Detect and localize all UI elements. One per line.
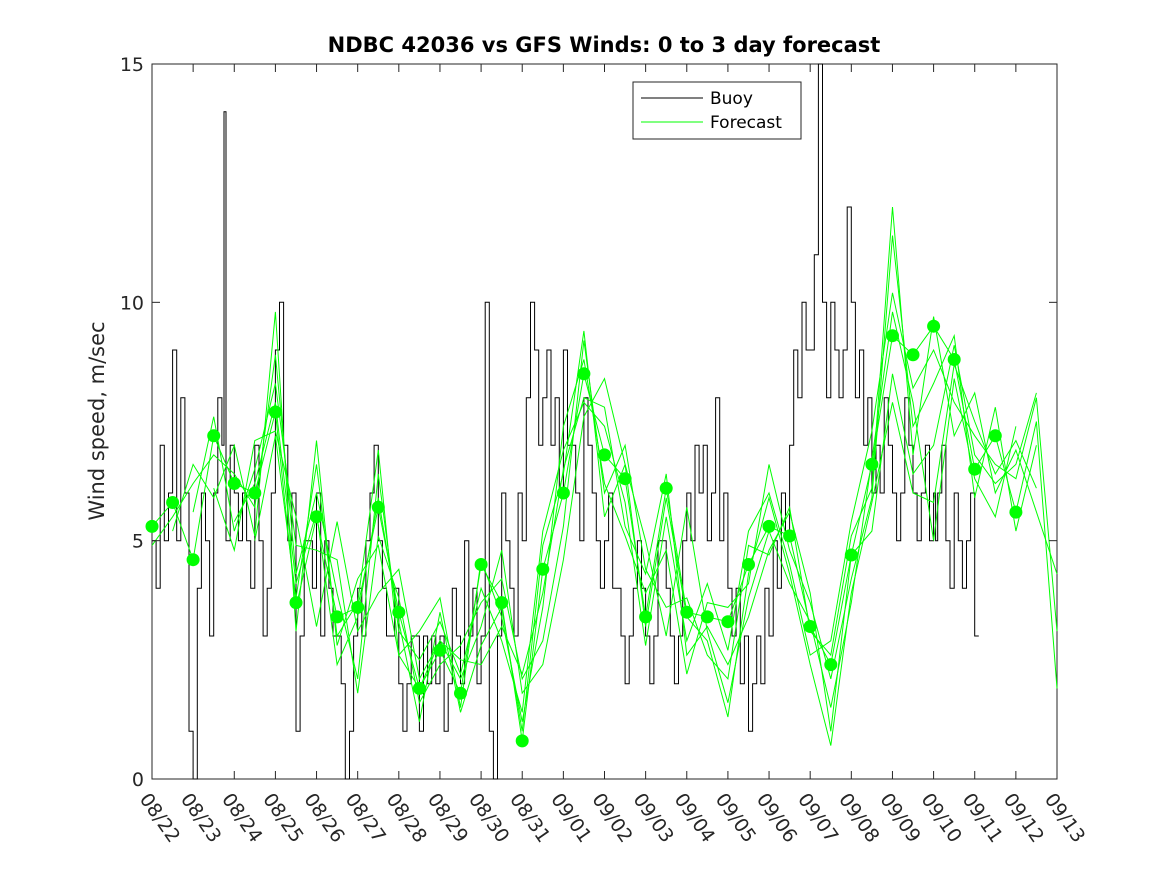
forecast-marker-0 bbox=[145, 519, 159, 533]
forecast-marker-23 bbox=[618, 472, 632, 486]
forecast-line-2 bbox=[172, 235, 1037, 722]
forecast-marker-13 bbox=[412, 681, 426, 695]
forecast-marker-30 bbox=[762, 519, 776, 533]
forecast-marker-28 bbox=[721, 615, 735, 629]
forecast-marker-22 bbox=[598, 448, 611, 462]
plot-area bbox=[151, 63, 1058, 780]
forecast-marker-37 bbox=[906, 348, 920, 362]
forecast-line-5 bbox=[233, 330, 1037, 746]
y-tick-label-0: 0 bbox=[132, 769, 144, 791]
forecast-marker-40 bbox=[968, 462, 982, 476]
legend-box bbox=[632, 81, 802, 140]
forecast-line-4 bbox=[213, 311, 1017, 708]
forecast-line-6 bbox=[254, 345, 1037, 732]
forecast-marker-18 bbox=[515, 734, 529, 748]
forecast-marker-21 bbox=[577, 367, 591, 381]
forecast-marker-15 bbox=[454, 686, 467, 700]
forecast-marker-8 bbox=[310, 510, 323, 524]
forecast-marker-27 bbox=[700, 610, 714, 624]
forecast-marker-19 bbox=[536, 562, 550, 576]
forecast-marker-34 bbox=[844, 548, 858, 562]
forecast-marker-9 bbox=[330, 610, 344, 624]
forecast-marker-26 bbox=[680, 605, 694, 619]
forecast-marker-5 bbox=[248, 486, 262, 500]
forecast-marker-10 bbox=[351, 600, 365, 614]
forecast-marker-36 bbox=[886, 329, 899, 343]
legend: Buoy Forecast bbox=[632, 81, 802, 140]
forecast-marker-32 bbox=[803, 620, 817, 633]
forecast-marker-7 bbox=[289, 596, 303, 610]
forecast-marker-1 bbox=[166, 496, 180, 509]
forecast-marker-6 bbox=[268, 405, 282, 419]
chart-title: NDBC 42036 vs GFS Winds: 0 to 3 day fore… bbox=[328, 33, 881, 57]
forecast-marker-24 bbox=[639, 610, 653, 624]
forecast-marker-16 bbox=[474, 558, 488, 571]
forecast-marker-41 bbox=[988, 429, 1002, 443]
forecast-marker-20 bbox=[556, 486, 570, 500]
forecast-marker-2 bbox=[186, 553, 200, 567]
y-axis-label: Wind speed, m/sec bbox=[85, 321, 109, 520]
forecast-marker-11 bbox=[371, 500, 385, 514]
y-tick-label-2: 10 bbox=[120, 292, 144, 314]
forecast-marker-12 bbox=[392, 605, 406, 619]
y-tick-label-1: 5 bbox=[132, 531, 144, 553]
forecast-marker-4 bbox=[227, 477, 241, 490]
forecast-marker-3 bbox=[207, 429, 221, 443]
forecast-marker-38 bbox=[927, 319, 941, 333]
forecast-marker-25 bbox=[659, 481, 673, 495]
y-tick-label-3: 15 bbox=[120, 54, 144, 76]
forecast-marker-group bbox=[145, 319, 1023, 748]
forecast-marker-17 bbox=[495, 596, 509, 610]
forecast-marker-39 bbox=[947, 353, 961, 366]
legend-label-forecast: Forecast bbox=[710, 113, 782, 133]
forecast-marker-42 bbox=[1009, 505, 1023, 519]
forecast-marker-14 bbox=[433, 643, 447, 657]
legend-label-buoy: Buoy bbox=[710, 89, 753, 109]
forecast-marker-29 bbox=[742, 558, 755, 571]
forecast-marker-31 bbox=[783, 529, 797, 543]
forecast-marker-35 bbox=[865, 457, 879, 471]
forecast-marker-33 bbox=[824, 658, 838, 672]
